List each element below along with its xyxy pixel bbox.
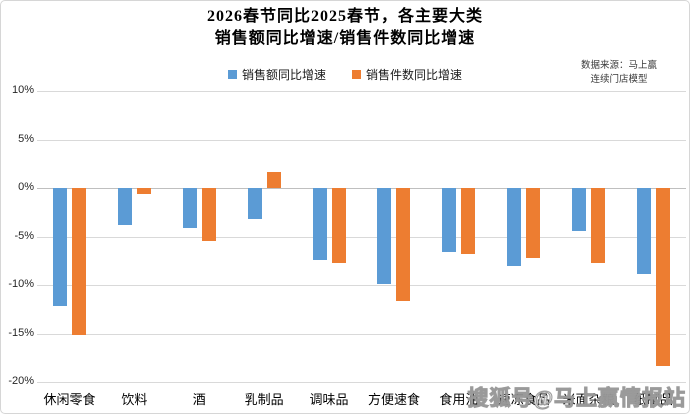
bar-group-9 [556,91,621,382]
sales-value-bar-调味品 [312,188,327,260]
gridline [37,91,686,92]
y-tick-label: -15% [8,326,34,339]
sales-units-bar-休闲零食 [71,188,86,336]
y-tick-label: 10% [11,84,34,96]
gridline [37,333,686,335]
data-source-line2: 连续门店模型 [590,75,648,85]
y-tick-label: 0% [18,181,34,193]
bar-group-6 [362,91,427,382]
sales-value-bar-米面杂粮 [572,188,587,231]
chart-title: 2026春节同比2025春节，各主要大类 销售额同比增速/销售件数同比增速 [1,6,689,50]
chart-title-line2: 销售额同比增速/销售件数同比增速 [214,30,476,47]
legend-label: 销售额同比增速 [241,68,326,82]
bar-group-10 [621,91,686,382]
data-source-line1: 数据来源：马上赢 [580,61,657,71]
x-axis-label-速冻食品: 速冻食品 [497,392,550,407]
legend-label: 销售件数同比增速 [366,68,463,82]
x-axis-label-酒: 酒 [192,392,206,407]
legend-swatch-icon [352,70,361,79]
sales-value-bar-食用油 [442,188,457,253]
bar-group-5 [297,91,362,382]
sales-units-bar-乳制品 [266,172,281,188]
x-axis-label-饮料: 饮料 [121,392,148,407]
bar-group-2 [102,91,167,382]
gridline [37,236,686,238]
bar-group-3 [167,91,232,382]
x-axis-label-纸制品: 纸制品 [634,392,674,407]
sales-units-bar-纸制品 [656,188,671,367]
sales-value-bar-速冻食品 [507,188,522,266]
x-axis-label-米面杂粮: 米面杂粮 [562,392,615,407]
bar-group-4 [232,91,297,382]
sales-units-bar-酒 [201,188,216,242]
sales-value-bar-酒 [182,188,197,228]
sales-value-bar-饮料 [117,188,132,225]
legend-item-1: 销售件数同比增速 [352,66,462,83]
legend-item-0: 销售额同比增速 [227,66,326,83]
plot-area [37,91,686,383]
legend: 销售额同比增速 销售件数同比增速 [1,66,689,83]
sales-value-bar-方便速食 [377,188,392,285]
x-axis-label-乳制品: 乳制品 [244,392,284,407]
sales-value-bar-纸制品 [637,188,652,275]
sales-units-bar-食用油 [461,188,476,254]
sales-units-bar-方便速食 [396,188,411,302]
y-tick-label: -10% [8,278,34,290]
gridline [37,139,686,141]
zero-gridline [37,188,686,189]
bar-group-7 [426,91,491,382]
bar-group-1 [37,91,102,382]
sales-units-bar-调味品 [331,188,346,263]
x-axis-labels: 休闲零食 饮料 酒 乳制品 调味品 方便速食 食用油 速冻食品 米面杂粮 纸制品 [37,389,686,411]
sales-units-bar-速冻食品 [526,188,541,258]
sales-value-bar-休闲零食 [52,188,67,307]
y-tick-label: 5% [18,132,34,145]
sales-units-bar-米面杂粮 [591,188,606,263]
y-tick-label: -20% [8,375,34,387]
x-axis-label-调味品: 调味品 [309,392,349,407]
x-axis-label-休闲零食: 休闲零食 [43,392,96,407]
x-axis-label-方便速食: 方便速食 [367,392,420,407]
bar-group-8 [491,91,556,382]
x-axis-label-食用油: 食用油 [439,392,479,407]
gridline [37,382,686,383]
sales-value-bar-乳制品 [247,188,262,220]
sales-units-bar-饮料 [136,188,151,194]
gridline [37,285,686,286]
chart-title-line1: 2026春节同比2025春节，各主要大类 [206,8,483,25]
y-tick-label: -5% [14,229,34,242]
data-source-note: 数据来源：马上赢 连续门店模型 [559,59,679,87]
legend-swatch-icon [227,70,237,79]
